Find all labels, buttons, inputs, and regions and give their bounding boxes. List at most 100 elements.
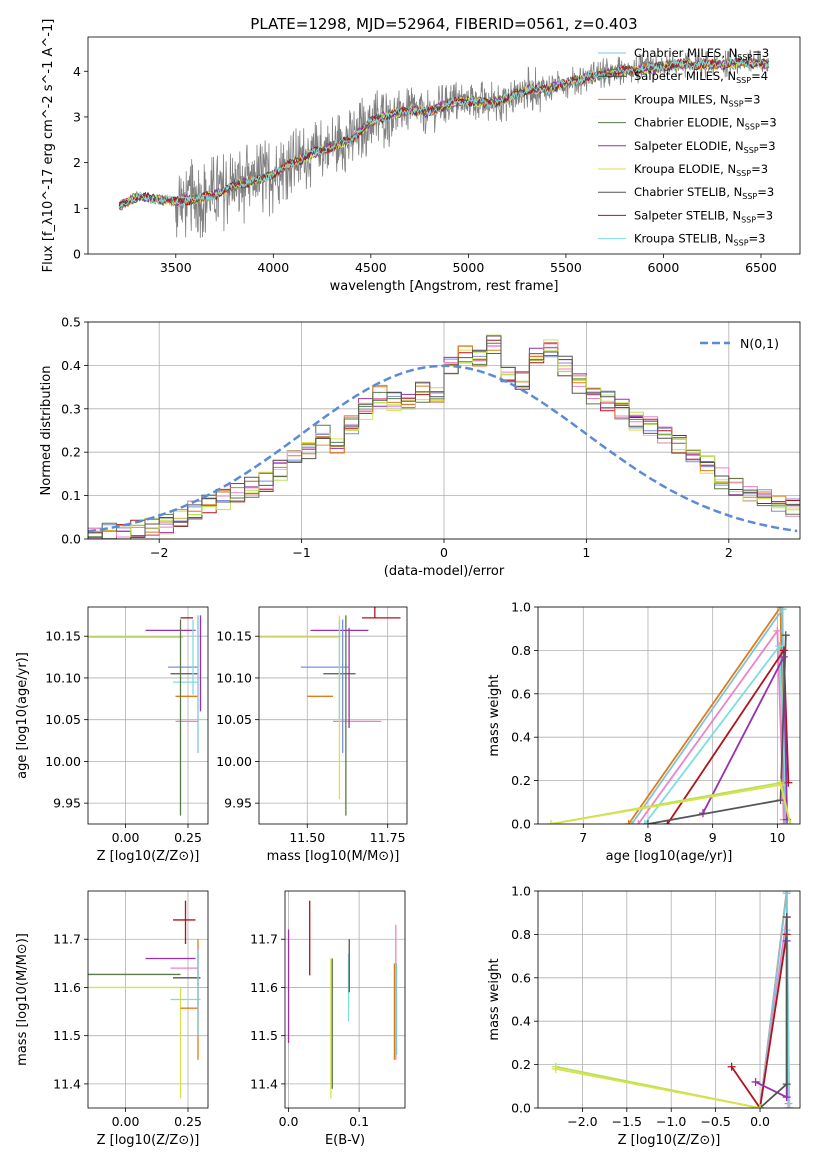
legend-subscript: SSP — [729, 99, 744, 108]
x-tick-label: −0.5 — [700, 1114, 730, 1129]
y-tick-label: 0.2 — [511, 1057, 531, 1072]
mass-weight-line — [730, 934, 788, 1108]
model-spectrum-line — [118, 57, 770, 207]
x-tick-label: 5000 — [452, 260, 484, 275]
errorbar-point — [88, 986, 182, 1099]
x-tick-label: 11.75 — [370, 830, 406, 845]
legend-label: Salpeter STELIB, NSSP=3 — [634, 208, 773, 224]
axes-frame — [87, 36, 801, 255]
legend-label: Chabrier ELODIE, NSSP=3 — [634, 116, 777, 132]
y-tick-label: 0.1 — [61, 488, 81, 503]
x-axis-label: wavelength [Angstrom, rest frame] — [330, 279, 559, 294]
plus-marker — [751, 1077, 760, 1086]
plus-marker — [775, 642, 784, 651]
y-tick-label: 10.05 — [45, 712, 81, 727]
plus-marker — [627, 820, 636, 824]
y-tick-label: 10.15 — [216, 629, 252, 644]
plots-layer: 3500 4000 4500 5000 5500 6000 6500 0 1 2 3 4 wavelen… — [15, 19, 801, 1148]
plus-marker — [643, 820, 652, 824]
x-tick-label: 1 — [582, 545, 590, 560]
y-tick-label: 11.6 — [250, 980, 278, 995]
axes-mass_vs_ebv: 0.0 0.1 11.4 11.5 11.6 11.7 E(B-V) — [250, 890, 406, 1148]
plus-marker — [785, 1104, 794, 1108]
legend-subscript: SSP — [745, 123, 760, 132]
y-tick-label: 9.95 — [224, 796, 252, 811]
x-tick-label: 8 — [644, 830, 652, 845]
y-axis-label: mass [log10(M/M⊙)] — [15, 933, 30, 1066]
x-tick-label: −1.5 — [612, 1114, 642, 1129]
axes-frame — [284, 890, 406, 1109]
plot-area — [88, 334, 800, 539]
plot-area — [551, 891, 794, 1108]
legend-subscript: SSP — [737, 53, 752, 62]
y-tick-label: 11.7 — [53, 932, 81, 947]
figure-title: PLATE=1298, MJD=52964, FIBERID=0561, z=0… — [250, 15, 637, 33]
axes-frame — [537, 890, 801, 1109]
legend-subscript: SSP — [741, 215, 756, 224]
y-tick-label: 11.4 — [250, 1076, 278, 1091]
plus-marker — [786, 820, 795, 824]
y-tick-label: 10.00 — [216, 754, 252, 769]
x-axis-label: Z [log10(Z/Z⊙)] — [97, 849, 200, 864]
x-tick-label: 0.25 — [174, 830, 202, 845]
y-tick-label: 10.00 — [45, 754, 81, 769]
plus-marker — [546, 820, 555, 824]
axes-massweight_vs_Z: −2.0 −1.5 −1.0 −0.5 0.0 0.0 0.2 0.4 0.6 0.8 1.0 Z [… — [487, 884, 801, 1148]
legend-label: Kroupa STELIB, NSSP=3 — [634, 232, 765, 248]
x-tick-label: 5500 — [550, 260, 582, 275]
y-tick-label: 0.8 — [511, 927, 531, 942]
gaussian-curve — [88, 364, 798, 533]
plus-marker — [727, 1062, 736, 1071]
y-tick-label: 0.2 — [511, 773, 531, 788]
legend-count: =4 — [751, 69, 768, 83]
y-axis-label: Flux [f_λ10^-17 erg cm^-2 s^-1 A^-1] — [41, 19, 56, 273]
legend-subscript: SSP — [742, 192, 757, 201]
y-axis-label: mass weight — [487, 958, 502, 1040]
plus-marker — [776, 796, 785, 805]
x-tick-label: 4000 — [257, 260, 289, 275]
x-tick-label: 0.25 — [174, 1114, 202, 1129]
y-tick-label: 0.0 — [61, 532, 81, 547]
plus-marker — [781, 631, 790, 640]
x-tick-label: 0 — [440, 545, 448, 560]
y-tick-label: 0.3 — [61, 401, 81, 416]
legend-label: Salpeter ELODIE, NSSP=3 — [634, 139, 776, 155]
plus-marker — [756, 1104, 765, 1108]
model-spectrum-line — [119, 56, 769, 206]
plot-area — [88, 615, 202, 816]
y-tick-label: 0.0 — [511, 817, 531, 832]
legend-count: =3 — [744, 92, 761, 106]
y-tick-label: 4 — [73, 64, 81, 79]
x-tick-label: −2.0 — [567, 1114, 597, 1129]
legend-count: =3 — [749, 232, 766, 246]
plus-marker — [782, 891, 791, 898]
legend-label: Chabrier MILES, NSSP=3 — [634, 46, 769, 62]
spectrum-legend: Chabrier MILES, NSSP=3 Salpeter MILES, NS… — [598, 46, 777, 248]
y-tick-label: 0.6 — [511, 686, 531, 701]
axes-residuals: −2 −1 0 1 2 0.0 0.1 0.2 0.3 0.4 0.5 (data-model)/er… — [39, 315, 801, 579]
y-axis-label: Normed distribution — [39, 366, 54, 496]
y-tick-label: 0.4 — [511, 730, 531, 745]
y-tick-label: 1.0 — [511, 600, 531, 615]
mass-weight-line — [555, 1068, 761, 1108]
legend-subscript: SSP — [744, 146, 759, 155]
y-tick-label: 0.6 — [511, 970, 531, 985]
axes-massweight_vs_age: 7 8 9 10 0.0 0.2 0.4 0.6 0.8 1.0 age [log10(age/yr… — [487, 600, 801, 864]
y-tick-label: 0.4 — [511, 1014, 531, 1029]
y-tick-label: 11.5 — [53, 1028, 81, 1043]
model-spectrum-line — [118, 58, 770, 208]
axes-frame — [537, 606, 801, 825]
y-axis-label: age [log10(age/yr)] — [15, 652, 30, 779]
plus-marker — [634, 820, 643, 824]
plus-marker — [778, 607, 787, 614]
plus-marker — [773, 626, 782, 635]
axes-spectrum: 3500 4000 4500 5000 5500 6000 6500 0 1 2 3 4 wavelen… — [41, 19, 801, 294]
x-tick-label: 4500 — [355, 260, 387, 275]
x-axis-label: age [log10(age/yr)] — [606, 849, 733, 864]
y-tick-label: 0.2 — [61, 445, 81, 460]
y-tick-label: 1 — [73, 201, 81, 216]
legend-subscript: SSP — [736, 76, 751, 85]
legend-count: =3 — [759, 139, 776, 153]
plot-area — [546, 607, 795, 824]
